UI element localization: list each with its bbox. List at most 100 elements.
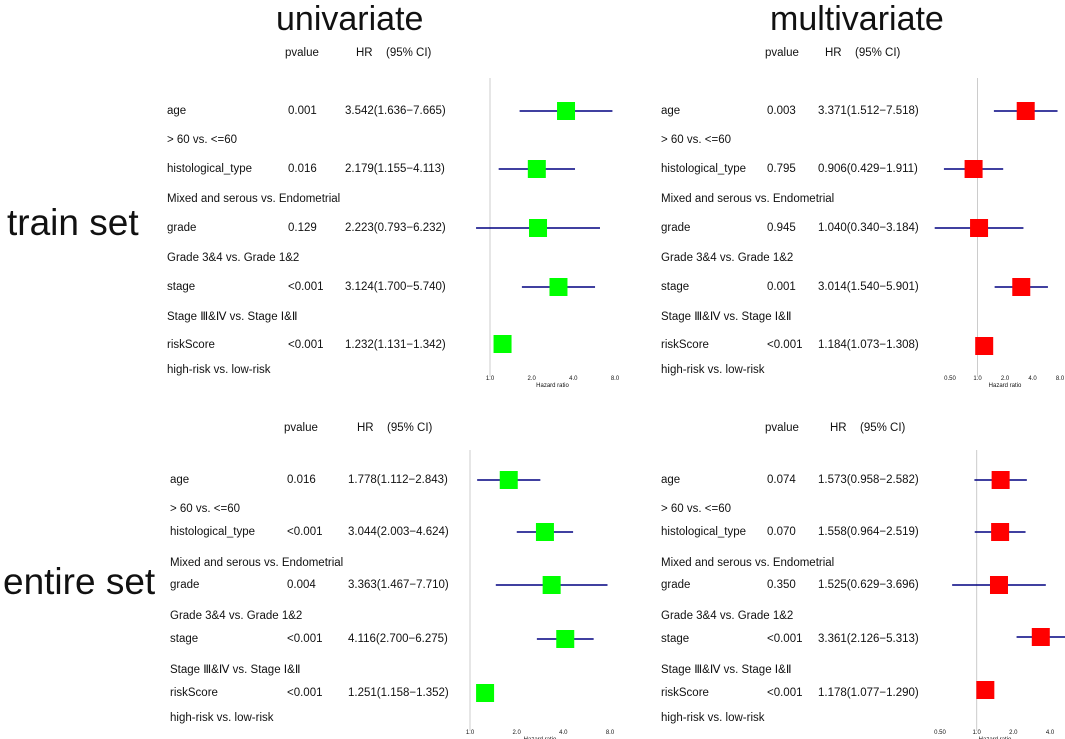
pvalue-cell: 0.003 <box>767 105 796 117</box>
tick-label: 2.0 <box>527 376 536 382</box>
tick-label: 1.0 <box>972 730 981 736</box>
comparison-label: Mixed and serous vs. Endometrial <box>170 557 344 569</box>
tick-label: 1.0 <box>466 730 475 736</box>
pvalue-cell: 0.945 <box>767 222 796 234</box>
pvalue-cell: 0.074 <box>767 474 796 486</box>
variable-label: stage <box>170 633 199 645</box>
variable-label: age <box>170 474 190 486</box>
tick-label: 0.50 <box>934 730 946 736</box>
comparison-label: Grade 3&4 vs. Grade 1&2 <box>661 610 794 622</box>
hr-ci-cell: 0.906(0.429−1.911) <box>818 163 918 175</box>
tick-label: 2.0 <box>1001 376 1010 382</box>
variable-label: riskScore <box>167 339 215 351</box>
hr-box <box>970 219 989 237</box>
x-axis-label: Hazard ratio <box>536 383 569 389</box>
hr-box <box>964 160 983 178</box>
pvalue-cell: 0.795 <box>767 163 796 175</box>
pvalue-cell: 0.070 <box>767 526 796 538</box>
hr-box <box>527 160 546 178</box>
variable-label: grade <box>170 579 200 591</box>
tick-label: 4.0 <box>559 730 568 736</box>
variable-label: riskScore <box>661 339 709 351</box>
variable-label: riskScore <box>170 687 218 699</box>
comparison-label: Grade 3&4 vs. Grade 1&2 <box>167 252 300 264</box>
hr-box <box>991 523 1010 541</box>
pvalue-cell: <0.001 <box>767 339 803 351</box>
tick-label: 8.0 <box>611 376 620 382</box>
hr-box <box>556 630 575 648</box>
pvalue-cell: 0.016 <box>288 163 317 175</box>
hr-ci-cell: 1.178(1.077−1.290) <box>818 687 919 699</box>
hr-ci-cell: 2.179(1.155−4.113) <box>345 163 445 175</box>
x-axis-label: Hazard ratio <box>989 383 1022 389</box>
hr-ci-cell: 4.116(2.700−6.275) <box>348 633 448 645</box>
tick-label: 8.0 <box>606 730 615 736</box>
tick-label: 4.0 <box>1046 730 1055 736</box>
pvalue-cell: 0.001 <box>767 281 796 293</box>
variable-label: grade <box>167 222 197 234</box>
hr-ci-cell: 1.040(0.340−3.184) <box>818 222 919 234</box>
variable-label: riskScore <box>661 687 709 699</box>
hr-box <box>1012 278 1031 296</box>
header-pvalue: pvalue <box>765 47 799 59</box>
pvalue-cell: <0.001 <box>767 687 803 699</box>
hr-box <box>1031 628 1050 646</box>
multivariate-title: multivariate <box>770 0 944 38</box>
tick-label: 1.0 <box>486 376 495 382</box>
hr-box <box>991 471 1010 489</box>
hr-box <box>535 523 554 541</box>
hr-ci-cell: 3.014(1.540−5.901) <box>818 281 919 293</box>
tick-label: 0.50 <box>944 376 956 382</box>
hr-ci-cell: 3.361(2.126−5.313) <box>818 633 919 645</box>
pvalue-cell: <0.001 <box>288 339 324 351</box>
comparison-label: > 60 vs. <=60 <box>167 134 238 146</box>
comparison-label: high-risk vs. low-risk <box>661 712 765 724</box>
comparison-label: Mixed and serous vs. Endometrial <box>167 193 341 205</box>
header-ci: (95% CI) <box>386 47 432 59</box>
comparison-label: Grade 3&4 vs. Grade 1&2 <box>170 610 303 622</box>
pvalue-cell: <0.001 <box>287 633 323 645</box>
tick-label: 1.0 <box>973 376 982 382</box>
hr-box <box>1016 102 1035 120</box>
hr-ci-cell: 1.778(1.112−2.843) <box>348 474 448 486</box>
variable-label: histological_type <box>661 163 747 175</box>
hr-box <box>989 576 1008 594</box>
hr-ci-cell: 3.124(1.700−5.740) <box>345 281 446 293</box>
pvalue-cell: 0.350 <box>767 579 796 591</box>
header-ci: (95% CI) <box>855 47 901 59</box>
hr-ci-cell: 1.251(1.158−1.352) <box>348 687 449 699</box>
header-ci: (95% CI) <box>860 422 906 434</box>
comparison-label: Stage Ⅲ&Ⅳ vs. Stage Ⅰ&Ⅱ <box>661 664 792 676</box>
tick-label: 2.0 <box>512 730 521 736</box>
pvalue-cell: <0.001 <box>288 281 324 293</box>
hr-box <box>542 576 561 594</box>
comparison-label: > 60 vs. <=60 <box>170 503 241 515</box>
hr-ci-cell: 3.371(1.512−7.518) <box>818 105 919 117</box>
variable-label: histological_type <box>661 526 747 538</box>
pvalue-cell: 0.004 <box>287 579 316 591</box>
pvalue-cell: <0.001 <box>287 526 323 538</box>
comparison-label: Stage Ⅲ&Ⅳ vs. Stage Ⅰ&Ⅱ <box>661 311 792 323</box>
hr-ci-cell: 2.223(0.793−6.232) <box>345 222 446 234</box>
variable-label: stage <box>661 633 690 645</box>
variable-label: age <box>167 105 187 117</box>
entire-set-label: entire set <box>3 561 156 602</box>
pvalue-cell: <0.001 <box>767 633 803 645</box>
hr-ci-cell: 3.044(2.003−4.624) <box>348 526 449 538</box>
header-hr: HR <box>356 47 373 59</box>
comparison-label: > 60 vs. <=60 <box>661 503 732 515</box>
header-pvalue: pvalue <box>284 422 318 434</box>
variable-label: grade <box>661 579 691 591</box>
pvalue-cell: 0.129 <box>288 222 317 234</box>
comparison-label: Stage Ⅲ&Ⅳ vs. Stage Ⅰ&Ⅱ <box>167 311 298 323</box>
tick-label: 2.0 <box>1009 730 1018 736</box>
hr-ci-cell: 1.558(0.964−2.519) <box>818 526 919 538</box>
tick-label: 8.0 <box>1056 376 1065 382</box>
comparison-label: high-risk vs. low-risk <box>661 364 765 376</box>
header-pvalue: pvalue <box>765 422 799 434</box>
comparison-label: Mixed and serous vs. Endometrial <box>661 193 835 205</box>
hr-box <box>493 335 512 353</box>
comparison-label: Stage Ⅲ&Ⅳ vs. Stage Ⅰ&Ⅱ <box>170 664 301 676</box>
comparison-label: Grade 3&4 vs. Grade 1&2 <box>661 252 794 264</box>
header-ci: (95% CI) <box>387 422 433 434</box>
